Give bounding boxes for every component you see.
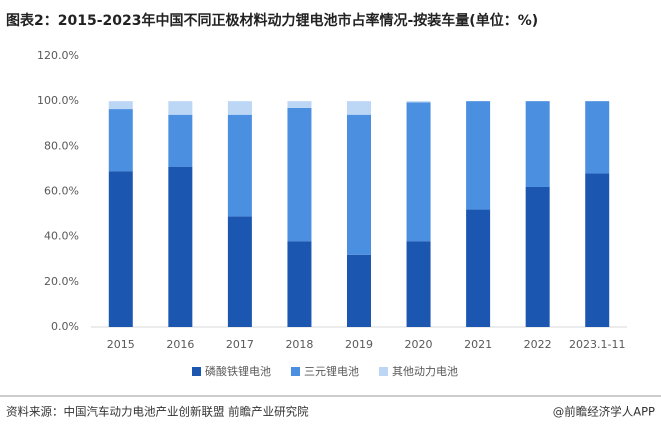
- bar-segment: [525, 186, 550, 327]
- x-tick-label: 2021: [464, 338, 492, 351]
- bar-segment: [406, 101, 431, 103]
- source: 资料来源：中国汽车动力电池产业创新联盟 前瞻产业研究院: [6, 405, 309, 419]
- bar-segment: [525, 101, 550, 187]
- brand: @前瞻经济学人APP: [553, 405, 655, 419]
- x-tick-label: 2016: [166, 338, 194, 351]
- y-tick-label: 120.0%: [37, 49, 79, 62]
- bar-segment: [406, 102, 431, 242]
- bar-segment: [466, 209, 491, 327]
- bar-segment: [168, 166, 193, 327]
- x-tick-label: 2018: [285, 338, 313, 351]
- y-tick-label: 100.0%: [37, 94, 79, 107]
- x-tick-label: 2020: [405, 338, 433, 351]
- legend-swatch: [379, 367, 388, 376]
- bar-segment: [108, 101, 133, 110]
- bar-segment: [168, 101, 193, 115]
- x-tick-label: 2017: [226, 338, 254, 351]
- y-tick-label: 80.0%: [44, 139, 79, 152]
- bar-segment: [406, 241, 431, 327]
- bar-segment: [287, 101, 312, 108]
- bar-segment: [585, 173, 610, 327]
- bar-segment: [585, 101, 610, 174]
- legend-label: 其他动力电池: [392, 365, 458, 378]
- x-tick-label: 2022: [524, 338, 552, 351]
- legend-label: 磷酸铁锂电池: [205, 364, 271, 378]
- x-tick-label: 2019: [345, 338, 373, 351]
- bar-segment: [227, 114, 252, 217]
- legend-label: 三元锂电池: [304, 364, 359, 378]
- bar-segment: [466, 101, 491, 210]
- bar-segment: [347, 101, 371, 115]
- x-tick-label: 2023.1-11: [569, 338, 625, 351]
- bar-segment: [287, 107, 312, 242]
- bar-segment: [168, 114, 193, 167]
- x-tick-label: 2015: [107, 338, 135, 351]
- y-tick-label: 60.0%: [44, 185, 79, 198]
- y-tick-label: 20.0%: [44, 275, 79, 288]
- chart-title: 图表2：2015-2023年中国不同正极材料动力锂电池市占率情况-按装车量(单位…: [6, 12, 538, 29]
- bar-segment: [108, 171, 133, 327]
- bar-segment: [347, 254, 371, 327]
- bar-segment: [227, 216, 252, 327]
- bar-segment: [347, 114, 371, 255]
- legend-swatch: [192, 367, 201, 376]
- bar-segment: [108, 109, 133, 172]
- y-tick-label: 0.0%: [51, 320, 79, 333]
- y-tick-label: 40.0%: [44, 230, 79, 243]
- legend-swatch: [291, 367, 300, 376]
- bar-segment: [227, 101, 252, 115]
- bar-segment: [287, 241, 312, 327]
